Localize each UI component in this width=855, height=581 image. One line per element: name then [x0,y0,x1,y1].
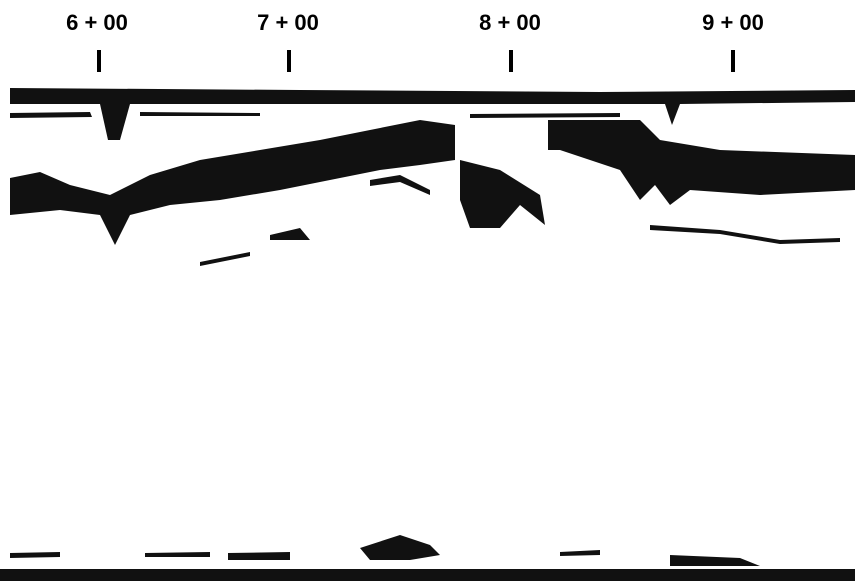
layer-left [10,120,455,245]
surface-band [10,88,855,140]
reflections [0,88,855,581]
layer-right [548,120,855,205]
station-label: 7 + 00 [257,10,319,35]
layer-middle [460,160,545,228]
station-label: 8 + 00 [479,10,541,35]
bottom-band [0,569,855,581]
deep-reflector [10,535,760,566]
thin-reflector [10,112,620,118]
station-label: 9 + 00 [702,10,764,35]
station-ticks [97,50,735,72]
station-label: 6 + 00 [66,10,128,35]
